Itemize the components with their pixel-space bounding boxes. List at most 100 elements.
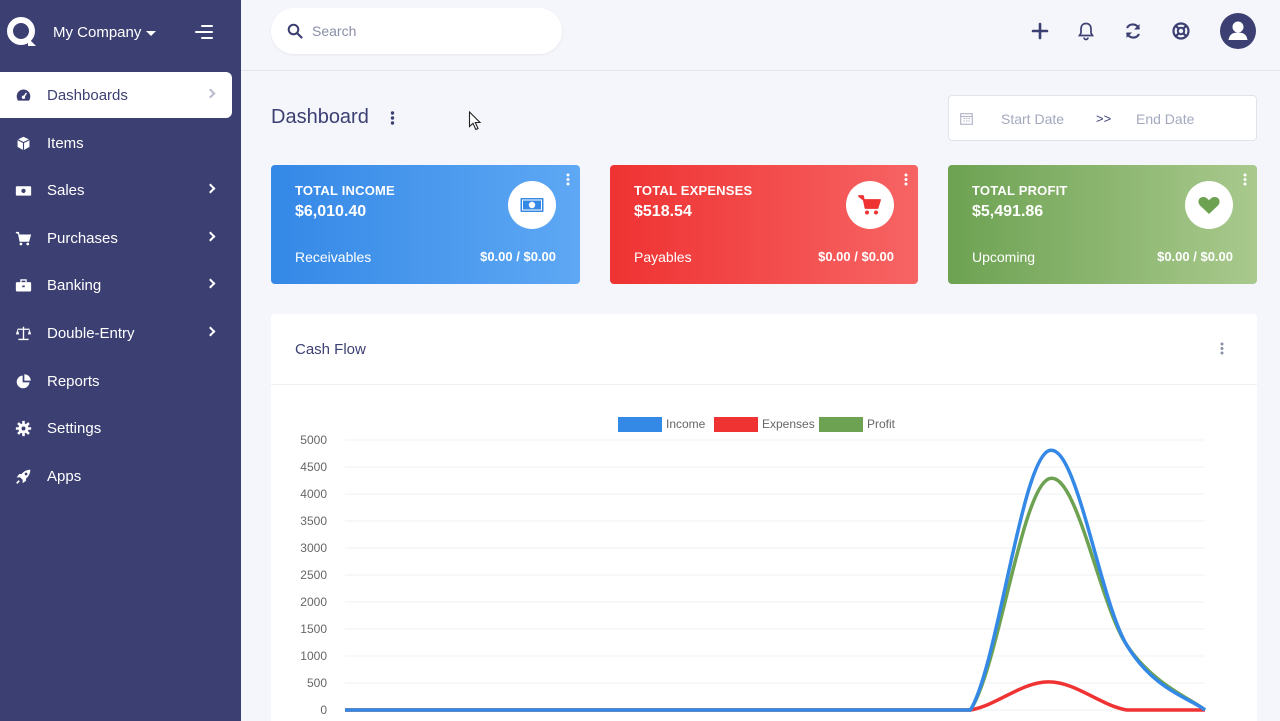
sidebar-item-sales[interactable]: Sales bbox=[0, 167, 232, 213]
rocket-icon bbox=[16, 469, 31, 484]
money-bill-icon bbox=[520, 198, 544, 212]
more-options-icon[interactable] bbox=[390, 111, 395, 125]
legend-swatch bbox=[618, 417, 662, 432]
sidebar-item-label: Banking bbox=[47, 277, 102, 295]
money-icon bbox=[15, 186, 32, 196]
card-options-icon[interactable] bbox=[904, 173, 908, 186]
y-tick-label: 3000 bbox=[300, 541, 327, 555]
sidebar-item-label: Settings bbox=[47, 420, 102, 438]
briefcase-icon bbox=[15, 279, 32, 292]
sidebar-item-reports[interactable]: Reports bbox=[0, 358, 232, 404]
card-value: $5,491.86 bbox=[972, 203, 1044, 220]
legend-label: Income bbox=[666, 417, 706, 431]
sidebar-nav: Dashboards Items Sales Purchases bbox=[0, 72, 241, 500]
page-title: Dashboard bbox=[271, 106, 369, 128]
search-box[interactable] bbox=[271, 8, 562, 54]
card-icon-badge bbox=[1185, 181, 1233, 229]
calendar-icon bbox=[960, 113, 973, 125]
date-range-picker[interactable]: Start Date >> End Date bbox=[948, 95, 1257, 141]
card-icon-badge bbox=[846, 181, 894, 229]
search-input[interactable] bbox=[312, 20, 542, 42]
sidebar-item-label: Items bbox=[47, 134, 84, 152]
sidebar-item-purchases[interactable]: Purchases bbox=[0, 215, 232, 261]
legend-swatch bbox=[819, 417, 863, 432]
search-icon bbox=[287, 23, 303, 39]
card-value: $6,010.40 bbox=[295, 203, 367, 220]
sidebar-item-label: Apps bbox=[47, 467, 82, 485]
balance-scale-icon bbox=[15, 326, 32, 341]
total-expenses-card[interactable]: TOTAL EXPENSES $518.54 Payables $0.00 / … bbox=[610, 165, 918, 284]
card-value: $518.54 bbox=[634, 203, 692, 220]
app-logo-icon[interactable] bbox=[6, 16, 38, 48]
sidebar-item-label: Double-Entry bbox=[47, 324, 135, 342]
series-line-expenses bbox=[344, 680, 1205, 712]
y-tick-label: 2000 bbox=[300, 595, 327, 609]
heart-icon bbox=[1198, 196, 1220, 214]
series-line-income bbox=[344, 448, 1207, 712]
sidebar-item-settings[interactable]: Settings bbox=[0, 405, 232, 451]
chevron-right-icon bbox=[205, 326, 216, 337]
refresh-icon[interactable] bbox=[1123, 21, 1143, 41]
total-profit-card[interactable]: TOTAL PROFIT $5,491.86 Upcoming $0.00 / … bbox=[948, 165, 1257, 284]
caret-down-icon[interactable] bbox=[146, 31, 156, 36]
sidebar: My Company Dashboards Items bbox=[0, 0, 241, 721]
cash-flow-chart: 5000450040003500300025002000150010005000… bbox=[300, 417, 1207, 717]
cart-icon bbox=[15, 231, 32, 246]
y-tick-label: 500 bbox=[307, 676, 327, 690]
sidebar-item-label: Dashboards bbox=[47, 87, 128, 104]
chevron-right-icon bbox=[205, 231, 216, 242]
card-icon-badge bbox=[508, 181, 556, 229]
sidebar-item-items[interactable]: Items bbox=[0, 120, 232, 166]
y-tick-label: 3500 bbox=[300, 514, 327, 528]
end-date-input[interactable]: End Date bbox=[1136, 111, 1195, 127]
panel-options-icon[interactable] bbox=[1220, 342, 1224, 355]
legend-label: Profit bbox=[867, 417, 896, 431]
mouse-cursor-icon bbox=[468, 111, 482, 131]
card-sub-label: Payables bbox=[634, 249, 692, 265]
chevron-right-icon bbox=[205, 278, 216, 289]
bell-icon[interactable] bbox=[1076, 21, 1096, 41]
card-options-icon[interactable] bbox=[566, 173, 570, 186]
sidebar-item-dashboards[interactable]: Dashboards bbox=[0, 72, 232, 118]
user-avatar-icon[interactable] bbox=[1220, 13, 1256, 49]
chevron-right-icon bbox=[205, 88, 216, 99]
card-title: TOTAL INCOME bbox=[295, 183, 395, 198]
plus-icon[interactable] bbox=[1030, 21, 1050, 41]
cube-icon bbox=[17, 136, 30, 150]
menu-toggle-icon[interactable] bbox=[195, 24, 213, 40]
total-income-card[interactable]: TOTAL INCOME $6,010.40 Receivables $0.00… bbox=[271, 165, 580, 284]
y-tick-label: 4000 bbox=[300, 487, 327, 501]
y-tick-label: 0 bbox=[320, 703, 327, 717]
chevron-right-icon bbox=[205, 183, 216, 194]
pie-chart-icon bbox=[16, 373, 31, 388]
panel-header: Cash Flow bbox=[271, 314, 1257, 385]
start-date-input[interactable]: Start Date bbox=[1001, 111, 1065, 127]
gear-icon bbox=[15, 421, 32, 437]
y-tick-label: 1500 bbox=[300, 622, 327, 636]
dashboard-gauge-icon bbox=[16, 89, 31, 101]
y-tick-label: 4500 bbox=[300, 460, 327, 474]
sidebar-item-double-entry[interactable]: Double-Entry bbox=[0, 310, 232, 356]
card-title: TOTAL PROFIT bbox=[972, 183, 1068, 198]
y-tick-label: 5000 bbox=[300, 433, 327, 447]
card-title: TOTAL EXPENSES bbox=[634, 183, 753, 198]
sidebar-item-label: Purchases bbox=[47, 229, 118, 247]
top-navbar bbox=[241, 0, 1280, 71]
cash-flow-panel: Cash Flow 5000 4500 4000 3500 3000 2500 2000 15… bbox=[271, 314, 1257, 721]
sidebar-item-banking[interactable]: Banking bbox=[0, 262, 232, 308]
lifebuoy-icon[interactable] bbox=[1171, 21, 1191, 41]
sidebar-item-label: Sales bbox=[47, 182, 85, 200]
card-sub-value: $0.00 / $0.00 bbox=[818, 249, 894, 264]
legend-label: Expenses bbox=[762, 417, 815, 431]
card-options-icon[interactable] bbox=[1243, 173, 1247, 186]
cash-flow-title: Cash Flow bbox=[295, 341, 366, 358]
sidebar-item-apps[interactable]: Apps bbox=[0, 453, 232, 499]
card-sub-label: Receivables bbox=[295, 249, 372, 265]
shopping-cart-icon bbox=[858, 195, 881, 215]
brand-header: My Company bbox=[0, 0, 241, 66]
legend-swatch bbox=[714, 417, 758, 432]
company-name[interactable]: My Company bbox=[53, 24, 142, 41]
card-sub-label: Upcoming bbox=[972, 249, 1036, 265]
sidebar-item-label: Reports bbox=[47, 372, 100, 390]
date-range-separator: >> bbox=[1096, 111, 1112, 126]
